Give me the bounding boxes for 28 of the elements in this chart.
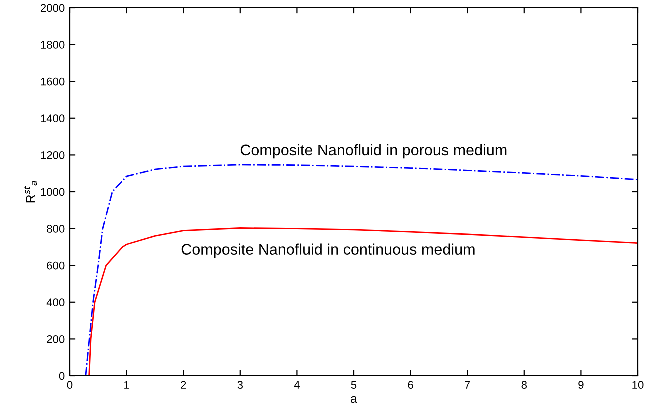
x-tick-label: 7 xyxy=(465,381,470,389)
y-tick-label: 1000 xyxy=(41,188,65,196)
x-tick-label: 5 xyxy=(351,381,357,390)
y-tick-label: 1600 xyxy=(41,78,65,86)
x-tick-label: 9 xyxy=(578,381,584,390)
y-tick-label: 1800 xyxy=(41,41,65,49)
y-axis-title: R$^{st}$$_{a}$ xyxy=(24,181,38,203)
x-axis-title: a xyxy=(351,396,358,404)
annotation: Composite Nanofluid in porous medium xyxy=(240,144,507,159)
x-tick-label: 3 xyxy=(238,381,243,390)
annotation: Composite Nanofluid in continuous medium xyxy=(182,244,475,258)
y-tick-label: 200 xyxy=(47,335,65,344)
y-tick-label: 600 xyxy=(47,262,65,270)
y-tick-label: 1200 xyxy=(41,151,65,160)
y-tick-label: 400 xyxy=(46,298,65,307)
y-tick-label: 0 xyxy=(59,372,65,380)
y-tick-label: 2000 xyxy=(40,4,65,12)
y-tick-label: 1400 xyxy=(41,114,65,123)
x-tick-label: 8 xyxy=(522,381,528,390)
x-tick-label: 2 xyxy=(181,381,186,389)
x-tick-label: 1 xyxy=(124,381,130,389)
x-tick-label: 10 xyxy=(632,381,644,390)
y-tick-label: 800 xyxy=(47,225,65,233)
line-series xyxy=(88,228,638,376)
line-series xyxy=(85,164,638,376)
x-tick-label: 6 xyxy=(408,381,414,390)
x-tick-label: 0 xyxy=(67,381,73,390)
x-tick-label: 4 xyxy=(294,381,300,389)
